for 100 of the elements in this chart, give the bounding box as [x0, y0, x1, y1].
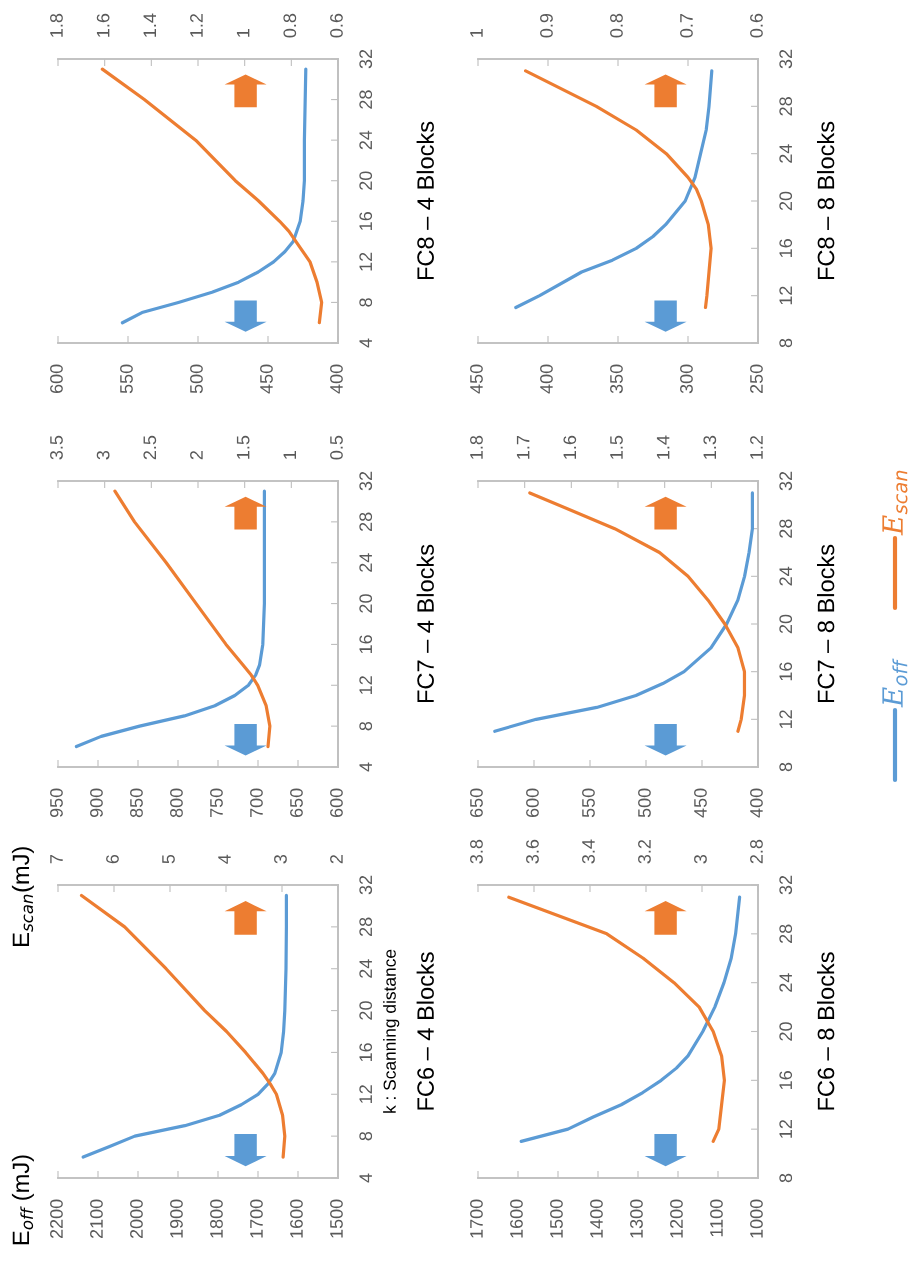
x-tick-label: 800 — [170, 788, 183, 818]
x-tick-label: 250 — [750, 364, 763, 394]
x2-tick-label: 0.6 — [750, 13, 763, 38]
y-tick-label: 8 — [779, 762, 793, 772]
x-tick-label: 1300 — [630, 1199, 643, 1238]
text: FC7 – 4 Blocks — [416, 544, 434, 703]
x-tick-label: 1500 — [330, 1199, 343, 1238]
y-tick-label: 12 — [779, 1120, 792, 1138]
y-tick-label: 8 — [779, 338, 793, 348]
y-tick-label: 16 — [359, 212, 373, 230]
x-tick-label: 1400 — [590, 1199, 603, 1238]
x-tick-label: 600 — [330, 788, 343, 818]
x-tick-label: 1500 — [550, 1199, 563, 1238]
y-tick-label: 12 — [359, 1085, 372, 1103]
y-tick-label: 12 — [359, 676, 372, 694]
y-tick-label: 24 — [359, 553, 372, 572]
x-tick-label: 850 — [130, 788, 143, 818]
x-tick-label: 550 — [120, 364, 133, 394]
x2-tick-label: 2.8 — [750, 839, 763, 864]
y-tick-label: 28 — [359, 512, 373, 531]
y-tick-label: 24 — [359, 130, 372, 150]
y-tick-label: 8 — [359, 721, 373, 731]
x-tick-label: 450 — [694, 788, 707, 818]
x2-tick-label: 3.6 — [526, 839, 539, 864]
x-tick-label: 450 — [470, 364, 483, 394]
x-tick-label: 750 — [210, 788, 223, 818]
y-tick-label: 4 — [359, 1173, 372, 1183]
x-tick-label: 950 — [50, 788, 63, 818]
x2-tick-label: 5 — [162, 854, 175, 864]
x2-tick-label: 0.8 — [610, 13, 623, 38]
x2-tick-label: 1.6 — [96, 13, 110, 37]
text: FC7 – 8 Blocks — [816, 544, 835, 703]
y-tick-label: 28 — [359, 917, 373, 936]
text: FC6 – 8 Blocks — [816, 952, 835, 1110]
y-tick-label: 16 — [779, 662, 793, 681]
x2-tick-label: 3 — [274, 854, 287, 864]
x2-tick-label: 3.4 — [582, 839, 595, 864]
x2-tick-label: 1.3 — [703, 435, 717, 459]
x-tick-label: 1700 — [470, 1199, 483, 1238]
x2-axis-title: E$_{scan}$(mJ) — [11, 847, 34, 946]
x-tick-label: 400 — [540, 364, 553, 394]
text: FC8 – 4 Blocks — [416, 121, 434, 280]
y-tick-label: 16 — [779, 1071, 793, 1089]
x-tick-label: 650 — [470, 788, 483, 818]
x2-tick-label: 1 — [236, 29, 250, 37]
y-tick-label: 24 — [779, 973, 792, 992]
x-tick-label: 350 — [610, 364, 623, 394]
y-tick-label: 20 — [359, 594, 373, 613]
x2-tick-label: 0.7 — [680, 13, 693, 38]
y-tick-label: 20 — [359, 1001, 373, 1020]
x2-tick-label: 1 — [283, 451, 296, 459]
x2-tick-label: 3.2 — [638, 839, 651, 864]
x2-tick-label: 3.5 — [50, 435, 63, 460]
x2-tick-label: 1.4 — [656, 435, 670, 459]
y-tick-label: 32 — [359, 49, 373, 69]
y-tick-label: 8 — [359, 1131, 373, 1141]
text: E$_{scan}$ — [882, 470, 908, 536]
x-tick-label: 1600 — [510, 1199, 523, 1238]
x2-tick-label: 0.6 — [330, 13, 343, 38]
x2-tick-label: 1.5 — [610, 435, 623, 459]
y-tick-label: 32 — [359, 875, 373, 895]
y-tick-label: 4 — [359, 762, 372, 772]
y-tick-label: 16 — [359, 1043, 373, 1062]
x2-tick-label: 3 — [694, 854, 707, 864]
y-tick-label: 24 — [779, 566, 792, 586]
text: FC6 – 4 Blocks — [416, 952, 434, 1110]
x-tick-label: 400 — [330, 364, 343, 394]
x-tick-label: 1000 — [750, 1199, 763, 1238]
x-tick-label: 1700 — [250, 1199, 263, 1238]
text: FC8 – 8 Blocks — [816, 121, 835, 280]
x-tick-label: 900 — [90, 788, 103, 818]
x-tick-label: 450 — [260, 364, 273, 394]
y-tick-label: 16 — [359, 635, 373, 654]
x-tick-label: 1900 — [170, 1199, 183, 1238]
y-tick-label: 12 — [359, 252, 372, 271]
x2-tick-label: 2 — [330, 855, 343, 864]
x2-tick-label: 3 — [96, 450, 110, 460]
x-tick-label: 1800 — [210, 1199, 223, 1238]
x2-tick-label: 2.5 — [143, 435, 157, 460]
y-tick-label: 32 — [779, 875, 793, 895]
y-tick-label: 20 — [779, 191, 793, 211]
y-tick-label: 28 — [359, 90, 373, 109]
y-tick-label: 20 — [359, 171, 373, 190]
x2-tick-label: 1 — [470, 29, 483, 37]
y-tick-label: 8 — [779, 1173, 793, 1183]
x-tick-label: 1100 — [710, 1199, 723, 1237]
y-tick-label: 16 — [779, 239, 793, 257]
x2-tick-label: 1.5 — [236, 435, 250, 459]
y-tick-label: 20 — [779, 614, 793, 634]
x-tick-label: 700 — [250, 788, 263, 818]
y-tick-label: 32 — [779, 471, 793, 491]
x-tick-label: 600 — [50, 364, 63, 394]
x-tick-label: 500 — [638, 788, 651, 818]
x2-tick-label: 0.9 — [540, 13, 553, 38]
x2-tick-label: 0.5 — [330, 435, 343, 460]
y-tick-label: 24 — [359, 959, 372, 978]
y-tick-label: 32 — [359, 471, 373, 491]
x2-tick-label: 1.6 — [563, 435, 577, 459]
y-tick-label: 32 — [779, 49, 793, 69]
y-axis-title: k : Scanning distance — [383, 949, 400, 1113]
